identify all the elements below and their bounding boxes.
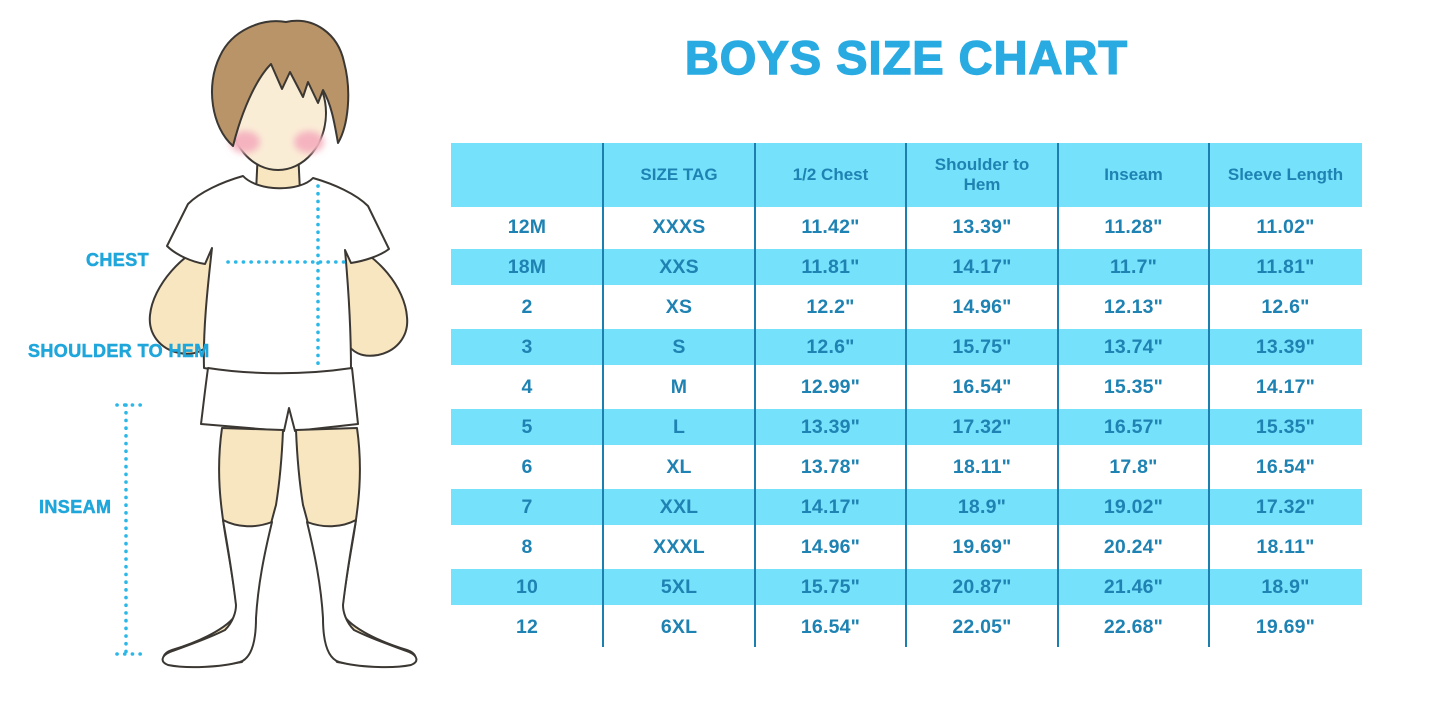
value-cell: XXXS (652, 215, 706, 238)
value-cell: 17.32" (952, 415, 1012, 438)
page-title: BOYS SIZE CHART (684, 30, 1129, 84)
column-header: SIZE TAG (640, 164, 718, 184)
table-row: 4 M 12.99" 16.54" 15.35" 14.17" (451, 367, 1362, 407)
value-cell: 14.96" (952, 295, 1012, 318)
size-cell: 7 (521, 495, 533, 518)
value-cell: 12.99" (800, 375, 861, 398)
value-cell: 20.87" (952, 575, 1012, 598)
right-cheek (294, 131, 324, 153)
size-cell: 10 (515, 575, 539, 598)
value-cell: 16.54" (952, 375, 1012, 398)
value-cell: 22.68" (1103, 615, 1164, 638)
size-cell: 3 (521, 335, 533, 358)
value-cell: 17.32" (1255, 495, 1316, 518)
size-cell: 12M (507, 215, 547, 238)
size-cell: 12 (515, 615, 539, 638)
right-sock-shape (306, 519, 418, 669)
value-cell: 12.13" (1103, 295, 1164, 318)
column-header: Shoulder to Hem (934, 154, 1030, 194)
right-arm-shape (337, 241, 409, 357)
inseam-label: INSEAM (39, 497, 112, 518)
table-row: 12 6XL 16.54" 22.05" 22.68" 19.69" (451, 607, 1362, 647)
value-cell: 18.11" (952, 455, 1012, 478)
size-cell: 5 (521, 415, 533, 438)
value-cell: 11.28" (1104, 215, 1163, 238)
value-cell: XXL (659, 495, 699, 518)
value-cell: XS (665, 295, 693, 318)
value-cell: 13.39" (952, 215, 1012, 238)
left-cheek (230, 131, 260, 153)
column-header: Inseam (1104, 164, 1163, 184)
table-row: 2 XS 12.2" 14.96" 12.13" 12.6" (451, 287, 1362, 327)
value-cell: M (670, 375, 688, 398)
value-cell: 14.96" (800, 535, 861, 558)
value-cell: XL (666, 455, 692, 478)
value-cell: 18.11" (1256, 535, 1315, 558)
value-cell: 18.9" (1261, 575, 1310, 598)
value-cell: 19.69" (952, 535, 1012, 558)
hair-shape (210, 19, 350, 147)
value-cell: 6XL (660, 615, 698, 638)
value-cell: 12.6" (806, 335, 855, 358)
column-divider (1057, 143, 1059, 647)
boy-illustration (115, 19, 418, 669)
value-cell: 11.42" (801, 215, 860, 238)
value-cell: 22.05" (952, 615, 1012, 638)
value-cell: 19.02" (1103, 495, 1164, 518)
column-divider (1208, 143, 1210, 647)
value-cell: 17.8" (1109, 455, 1158, 478)
value-cell: 14.17" (952, 255, 1012, 278)
size-cell: 4 (521, 375, 533, 398)
size-cell: 18M (507, 255, 547, 278)
shoulder-to-hem-label: SHOULDER TO HEM (28, 341, 210, 362)
value-cell: 5XL (660, 575, 698, 598)
column-header-empty (451, 143, 603, 207)
value-cell: 18.9" (957, 495, 1007, 518)
value-cell: 13.39" (800, 415, 861, 438)
value-cell: L (672, 415, 686, 438)
size-table: SIZE TAG 1/2 Chest Shoulder to Hem Inseam Sl… (451, 143, 1362, 647)
value-cell: 16.54" (800, 615, 861, 638)
value-cell: 16.54" (1255, 455, 1316, 478)
value-cell: 13.39" (1255, 335, 1316, 358)
column-header: 1/2 Chest (792, 164, 869, 184)
table-row: 8 XXXL 14.96" 19.69" 20.24" 18.11" (451, 527, 1362, 567)
value-cell: 14.17" (1255, 375, 1316, 398)
value-cell: XXS (659, 255, 699, 278)
value-cell: 11.7" (1109, 255, 1158, 278)
table-row: 6 XL 13.78" 18.11" 17.8" 16.54" (451, 447, 1362, 487)
column-divider (602, 143, 604, 647)
value-cell: 13.78" (800, 455, 861, 478)
column-divider (905, 143, 907, 647)
shorts-shape (200, 367, 359, 432)
value-cell: 20.24" (1103, 535, 1164, 558)
value-cell: 16.57" (1103, 415, 1164, 438)
size-cell: 6 (521, 455, 533, 478)
value-cell: 11.02" (1256, 215, 1315, 238)
value-cell: 19.69" (1255, 615, 1316, 638)
column-divider (754, 143, 756, 647)
value-cell: 12.6" (1261, 295, 1310, 318)
table-row: 12M XXXS 11.42" 13.39" 11.28" 11.02" (451, 207, 1362, 247)
value-cell: 15.35" (1255, 415, 1316, 438)
left-sock-shape (161, 519, 273, 669)
value-cell: 15.35" (1103, 375, 1164, 398)
value-cell: 13.74" (1103, 335, 1164, 358)
value-cell: 15.75" (952, 335, 1012, 358)
value-cell: 12.2" (806, 295, 855, 318)
value-cell: 11.81" (1256, 255, 1315, 278)
value-cell: 15.75" (800, 575, 861, 598)
value-cell: 21.46" (1103, 575, 1164, 598)
value-cell: 14.17" (800, 495, 861, 518)
size-cell: 2 (521, 295, 533, 318)
measurement-lines (115, 184, 348, 656)
value-cell: 11.81" (801, 255, 860, 278)
size-cell: 8 (521, 535, 533, 558)
column-header: Sleeve Length (1227, 164, 1344, 184)
value-cell: XXXL (653, 535, 705, 558)
value-cell: S (672, 335, 686, 358)
chest-label: CHEST (86, 250, 150, 271)
